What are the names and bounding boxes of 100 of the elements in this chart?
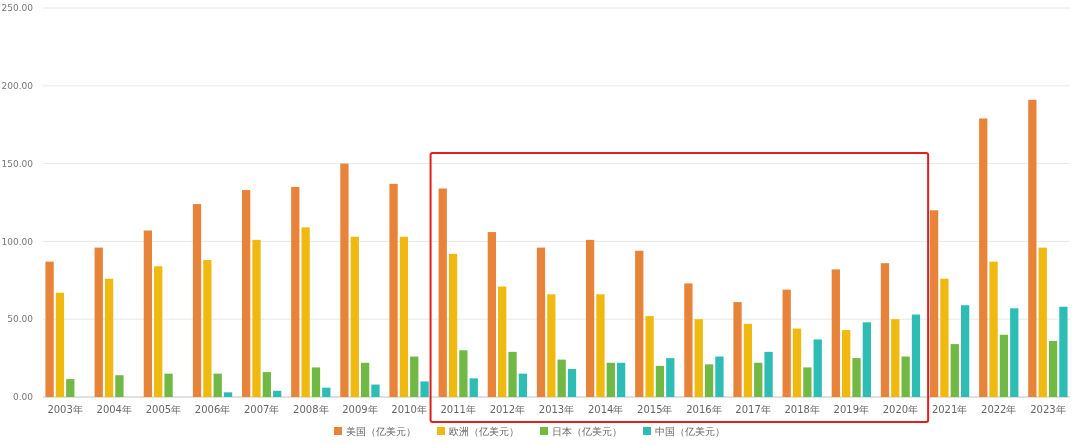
bar [459,350,468,397]
legend-label: 欧洲（亿美元） [449,426,519,437]
bar [399,236,409,397]
bar [420,381,429,397]
bar [655,365,665,397]
bar [891,319,900,397]
bar [635,250,644,397]
bar [115,375,124,397]
bar [813,339,822,397]
bar [262,372,271,397]
x-tick-label: 2018年 [784,404,820,415]
bar [989,261,998,397]
bar [960,305,970,397]
bar [498,286,507,397]
bar [340,163,349,397]
x-tick-label: 2006年 [194,404,231,415]
bar [311,367,321,397]
bar [371,384,380,397]
bar [754,362,763,397]
x-tick-label: 2019年 [833,404,870,415]
bar [1038,247,1047,397]
x-tick-label: 2023年 [1030,404,1066,415]
bar [536,247,546,397]
bar [389,183,398,397]
x-tick-label: 2014年 [587,404,624,415]
bar [518,373,528,397]
x-tick-label: 2016年 [686,404,722,415]
x-tick-label: 2022年 [981,404,1017,415]
bar [360,362,370,397]
bar [792,328,802,397]
bar [203,260,212,397]
bar [764,351,773,397]
x-tick-label: 2008年 [293,404,329,415]
x-tick-label: 2017年 [735,404,771,415]
bar [743,323,753,397]
bar [143,230,153,397]
bar [715,356,724,397]
bar [567,368,577,397]
bar [104,278,114,397]
bar [448,253,458,397]
bar [66,379,75,397]
bar [929,210,939,397]
bar [301,227,310,397]
bar [880,263,890,397]
bar [782,289,791,397]
x-tick-label: 2005年 [145,404,182,415]
x-tick-label: 2013年 [538,404,575,415]
x-tick-label: 2004年 [96,404,132,415]
bar [979,118,988,397]
bar [322,387,331,397]
x-tick-label: 2012年 [489,404,526,415]
bar [684,283,693,397]
bar [469,378,478,397]
y-tick-label: 150.00 [1,158,34,169]
bar [862,322,871,397]
bar [410,356,419,397]
x-tick-label: 2007年 [243,404,280,415]
bar [1059,306,1068,397]
x-tick-label: 2010年 [391,404,427,415]
x-tick-label: 2021年 [931,404,968,415]
bar [1010,308,1019,397]
x-tick-label: 2020年 [882,404,919,415]
bar [94,247,103,397]
bar [213,373,222,397]
y-tick-label: 200.00 [1,80,34,91]
x-tick-label: 2009年 [342,404,378,415]
bar [585,239,595,397]
legend-label: 美国（亿美元） [346,426,416,437]
bar [666,358,675,397]
bar [487,232,496,397]
bar [242,190,251,397]
bar [852,358,861,397]
bar [1048,340,1058,397]
bar [596,294,605,397]
bar [438,188,447,397]
x-tick-label: 2011年 [440,404,476,415]
bar [617,362,626,397]
x-tick-label: 2003年 [47,404,83,415]
legend-label: 日本（亿美元） [552,426,622,437]
bar [606,362,615,397]
bar [950,344,959,397]
bar [704,364,714,397]
bar [1028,99,1037,397]
bar [547,294,556,397]
y-tick-label: 50.00 [7,314,34,325]
bar [901,356,910,397]
bar [999,334,1009,397]
bar [645,316,654,397]
y-tick-label: 250.00 [1,3,34,14]
bar [291,186,300,397]
bar [154,266,163,397]
bar [557,359,566,397]
bar [831,269,840,397]
x-tick-label: 2015年 [637,404,673,415]
bar [273,390,282,397]
bar [733,302,742,397]
bar [508,351,517,397]
bar [252,239,261,397]
bar [45,261,54,397]
bar [911,314,921,397]
